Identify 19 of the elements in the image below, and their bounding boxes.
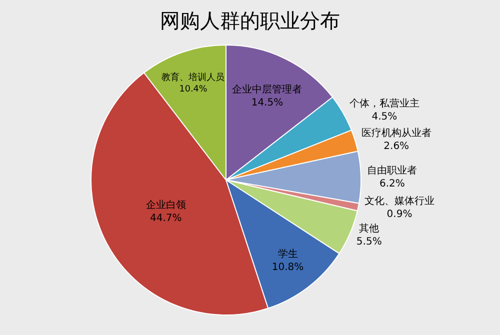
- data-label: 44.7%: [150, 213, 182, 224]
- slice-label: 其他: [359, 222, 380, 234]
- slice-label: 医疗机构从业者: [361, 126, 432, 139]
- slice-label: 自由职业者: [367, 164, 418, 177]
- slice-label: 教育、培训人员: [162, 72, 225, 84]
- data-label: 6.2%: [380, 178, 405, 190]
- data-label: 10.4%: [179, 84, 208, 95]
- slice-label: 企业白领: [146, 199, 186, 212]
- slice-label: 个体，私营业主: [349, 97, 420, 110]
- slice-label: 企业中层管理者: [232, 83, 302, 96]
- data-label: 2.6%: [384, 140, 410, 152]
- chart-title: 网购人群的职业分布: [160, 8, 340, 32]
- data-label: 5.5%: [356, 236, 382, 248]
- slice-label: 学生: [278, 248, 298, 260]
- slice-label: 文化、媒体行业: [364, 195, 434, 208]
- data-label: 14.5%: [251, 97, 284, 108]
- data-label: 0.9%: [386, 209, 412, 220]
- data-label: 4.5%: [372, 111, 398, 122]
- data-label: 10.8%: [272, 262, 304, 273]
